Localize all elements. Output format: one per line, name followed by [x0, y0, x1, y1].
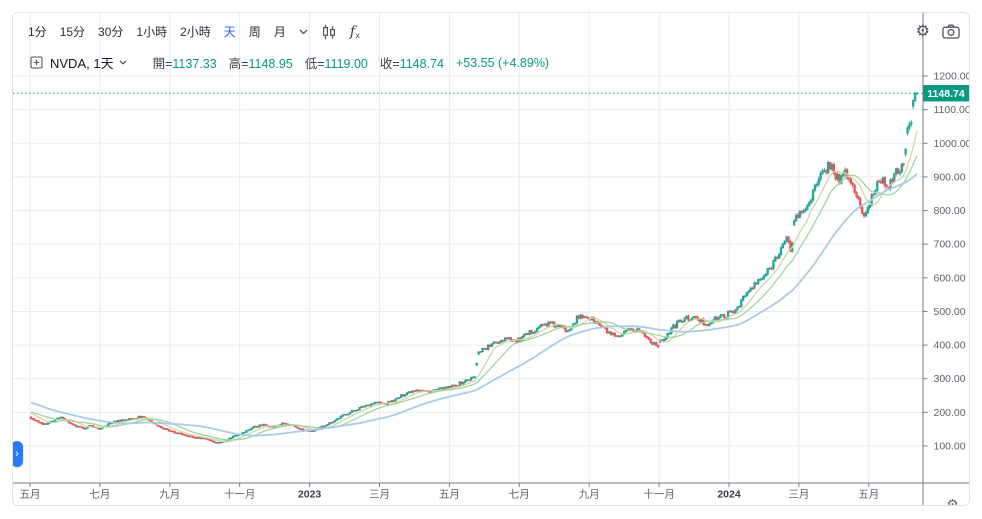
svg-text:五月: 五月 [858, 489, 879, 501]
svg-text:七月: 七月 [509, 489, 530, 501]
ohlc-label: 低= [304, 57, 325, 71]
interval-button-5[interactable]: 天 [223, 25, 236, 39]
grid-layer [13, 13, 923, 483]
svg-text:五月: 五月 [20, 489, 41, 501]
ohlc-values: 開=1137.33 高=1148.95 低=1119.00 收=1148.74 [153, 53, 444, 72]
last-price-layer: 1148.74 [13, 85, 969, 102]
svg-text:1148.74: 1148.74 [927, 88, 965, 100]
interval-button-2[interactable]: 30分 [98, 25, 124, 39]
expand-panel-button[interactable]: › [13, 441, 23, 467]
expand-chevron-icon: › [15, 448, 19, 460]
svg-text:300.00: 300.00 [934, 373, 966, 385]
svg-text:三月: 三月 [788, 489, 809, 501]
ohlc-field-3: 收=1148.74 [380, 53, 444, 72]
svg-text:十一月: 十一月 [224, 488, 256, 501]
svg-text:600.00: 600.00 [934, 272, 966, 284]
svg-text:九月: 九月 [579, 489, 600, 501]
chart-window: 1148.74 100.00 200.00 300.00 400.00 500.00 600… [12, 12, 970, 506]
symbol-legend: NVDA, 1天 開=1137.33 高=1148.95 低=1119.00 收=11… [30, 54, 549, 71]
gear-icon[interactable]: ⚙ [915, 21, 930, 40]
camera-icon[interactable] [942, 24, 960, 39]
ohlc-field-0: 開=1137.33 [153, 53, 217, 72]
svg-text:700.00: 700.00 [934, 239, 966, 251]
ohlc-value: 1148.95 [248, 57, 293, 71]
ohlc-field-1: 高=1148.95 [229, 53, 293, 72]
ohlc-value: 1148.74 [399, 57, 444, 71]
ma-line-ma50 [30, 173, 918, 437]
svg-text:1100.00: 1100.00 [934, 104, 970, 116]
symbol-chevron-down-icon[interactable] [119, 60, 127, 65]
chevron-down-icon[interactable] [299, 29, 308, 35]
svg-text:1000.00: 1000.00 [934, 138, 970, 150]
svg-text:十一月: 十一月 [643, 488, 675, 501]
add-compare-icon[interactable] [30, 56, 43, 69]
fx-f-glyph: f [349, 24, 356, 40]
ohlc-label: 高= [228, 57, 249, 71]
interval-button-0[interactable]: 1分 [28, 25, 47, 39]
ohlc-value: 1119.00 [324, 57, 368, 71]
interval-button-7[interactable]: 月 [273, 25, 286, 39]
axes-layer: 100.00 200.00 300.00 400.00 500.00 600.00 700.… [13, 13, 969, 505]
chart-action-buttons: ⚙ [916, 19, 960, 43]
svg-text:七月: 七月 [89, 489, 110, 501]
interval-button-1[interactable]: 15分 [59, 25, 86, 39]
svg-text:800.00: 800.00 [934, 205, 966, 217]
fx-x-glyph: x [355, 30, 360, 40]
svg-text:100.00: 100.00 [934, 441, 966, 453]
interval-buttons: 1分 15分 30分 1小時 2小時天周月 [28, 23, 286, 41]
svg-text:500.00: 500.00 [934, 306, 966, 318]
candlestick-chart-canvas[interactable]: 1148.74 100.00 200.00 300.00 400.00 500.00 600… [13, 13, 969, 505]
svg-text:2024: 2024 [717, 489, 741, 501]
svg-text:900.00: 900.00 [934, 171, 966, 183]
svg-text:200.00: 200.00 [934, 407, 966, 419]
ma-line-ma20 [30, 155, 918, 441]
ma-line-ma10 [30, 130, 918, 443]
interval-button-4[interactable]: 2小時 [180, 25, 211, 39]
interval-button-6[interactable]: 周 [248, 25, 261, 39]
svg-text:2023: 2023 [298, 489, 322, 501]
change-value: +53.55 (+4.89%) [455, 55, 550, 70]
svg-text:三月: 三月 [369, 489, 390, 501]
ohlc-label: 收= [379, 57, 400, 71]
ohlc-label: 開= [152, 57, 173, 71]
price-scale-settings-icon[interactable]: ⚙ [946, 497, 959, 506]
svg-text:400.00: 400.00 [934, 340, 966, 352]
svg-text:五月: 五月 [439, 489, 460, 501]
svg-text:1200.00: 1200.00 [934, 71, 970, 83]
candlestick-style-icon[interactable] [321, 24, 337, 40]
svg-text:九月: 九月 [159, 489, 180, 501]
interval-button-3[interactable]: 1小時 [136, 25, 168, 39]
ohlc-field-2: 低=1119.00 [305, 53, 368, 72]
ohlc-value: 1137.33 [172, 57, 217, 71]
last-price-badge [923, 85, 969, 102]
moving-averages-layer [30, 130, 918, 443]
symbol-name[interactable]: NVDA, 1天 [50, 56, 114, 71]
